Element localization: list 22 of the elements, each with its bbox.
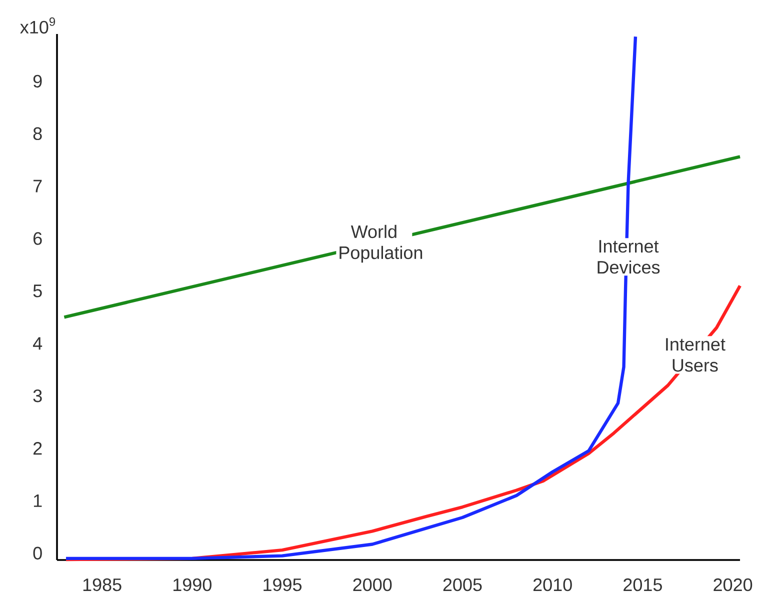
x-tick-label: 2010 — [533, 578, 572, 592]
y-tick-label: 6 — [34, 232, 42, 245]
x-tick-label: 1985 — [83, 578, 122, 592]
y-tick-label: 7 — [34, 180, 42, 192]
x-tick-label: 2020 — [714, 578, 752, 592]
y-tick-label: 0 — [33, 546, 42, 560]
text: x10$^{9}$ — [20, 17, 56, 34]
y-tick-label: 9 — [33, 74, 42, 88]
y-tick-label: 3 — [33, 389, 42, 402]
x-tick-label: 1990 — [174, 578, 212, 592]
y-tick-label: 4 — [33, 337, 42, 350]
annotation: Internet Users — [666, 338, 726, 372]
annotation: Internet Devices — [598, 240, 660, 274]
y-tick-label: 1 — [34, 494, 42, 507]
x-tick-label: 2005 — [443, 578, 482, 592]
y-tick-label: 2 — [34, 442, 42, 455]
x-tick-label: 2000 — [353, 578, 392, 592]
y-tick-label: 8 — [33, 127, 42, 140]
x-tick-label: 2015 — [624, 578, 662, 592]
annotation: World Population — [340, 224, 422, 263]
x-tick-label: 1995 — [264, 578, 302, 592]
y-tick-label: 5 — [33, 284, 42, 298]
